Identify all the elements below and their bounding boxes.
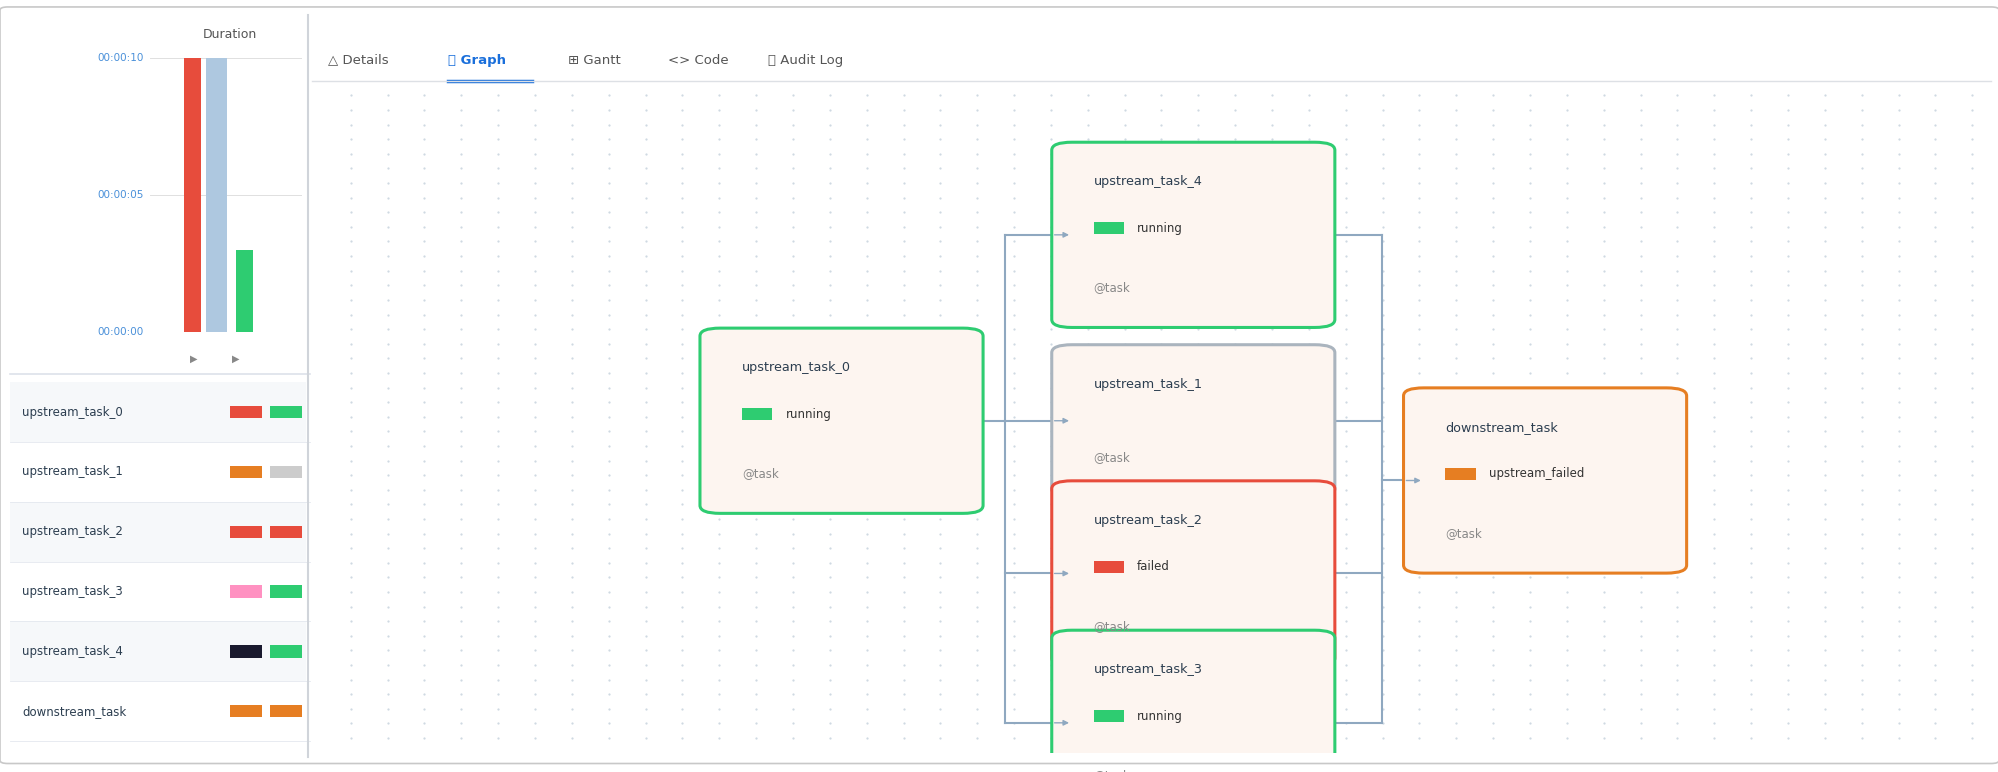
Text: upstream_task_1: upstream_task_1 [22, 466, 122, 479]
Text: ⛗ Graph: ⛗ Graph [448, 54, 505, 66]
Bar [10, 681, 306, 741]
Bar [230, 406, 262, 418]
Text: upstream_task_0: upstream_task_0 [741, 361, 851, 374]
Text: @task: @task [1445, 527, 1481, 540]
Text: upstream_task_4: upstream_task_4 [22, 645, 122, 658]
Bar [10, 502, 306, 562]
Text: 00:00:10: 00:00:10 [98, 53, 144, 63]
Text: @task: @task [1093, 281, 1129, 294]
Text: upstream_task_0: upstream_task_0 [22, 405, 122, 418]
Bar [1445, 468, 1475, 480]
Bar [184, 58, 202, 332]
Bar [230, 645, 262, 658]
Text: upstream_task_1: upstream_task_1 [1093, 378, 1203, 391]
Bar [270, 585, 302, 598]
Bar [1093, 222, 1123, 234]
Bar [270, 705, 302, 717]
Text: running: running [1137, 222, 1183, 235]
Text: 🗒 Audit Log: 🗒 Audit Log [767, 54, 843, 66]
Text: 00:00:00: 00:00:00 [98, 327, 144, 337]
FancyBboxPatch shape [1403, 388, 1686, 573]
Bar [270, 466, 302, 478]
Bar [1093, 560, 1123, 573]
Bar [270, 645, 302, 658]
Bar [230, 526, 262, 538]
Text: ⊞ Gantt: ⊞ Gantt [567, 54, 619, 66]
Text: @task: @task [1093, 769, 1129, 772]
Bar [270, 526, 302, 538]
Text: running: running [1137, 709, 1183, 723]
Bar [230, 585, 262, 598]
FancyBboxPatch shape [699, 328, 983, 513]
Text: @task: @task [1093, 451, 1129, 463]
Text: Duration: Duration [202, 29, 258, 41]
Bar [10, 562, 306, 621]
FancyBboxPatch shape [1051, 345, 1335, 496]
FancyBboxPatch shape [1051, 481, 1335, 666]
Bar [270, 406, 302, 418]
Bar [236, 250, 252, 332]
Text: downstream_task: downstream_task [1445, 421, 1556, 434]
Text: upstream_task_2: upstream_task_2 [22, 525, 122, 538]
Bar [1093, 710, 1123, 722]
Bar [206, 58, 228, 332]
Text: upstream_task_4: upstream_task_4 [1093, 175, 1203, 188]
Text: △ Details: △ Details [328, 54, 388, 66]
Text: failed: failed [1137, 560, 1169, 574]
FancyBboxPatch shape [1051, 630, 1335, 772]
Text: 00:00:05: 00:00:05 [98, 190, 144, 200]
FancyBboxPatch shape [0, 7, 1998, 764]
Bar [230, 705, 262, 717]
Text: @task: @task [741, 467, 777, 480]
Bar [230, 466, 262, 478]
Text: ▶: ▶ [190, 354, 198, 364]
Text: upstream_task_3: upstream_task_3 [1093, 663, 1203, 676]
Text: upstream_failed: upstream_failed [1489, 467, 1584, 480]
Text: <> Code: <> Code [667, 54, 727, 66]
Text: running: running [785, 408, 831, 421]
Text: ▶: ▶ [232, 354, 240, 364]
Text: upstream_task_3: upstream_task_3 [22, 585, 122, 598]
FancyBboxPatch shape [1051, 142, 1335, 327]
Bar [10, 442, 306, 502]
Text: downstream_task: downstream_task [22, 705, 126, 718]
Text: upstream_task_2: upstream_task_2 [1093, 514, 1203, 527]
Text: @task: @task [1093, 620, 1129, 633]
Bar [10, 621, 306, 682]
Bar [741, 408, 771, 420]
Bar [10, 382, 306, 442]
